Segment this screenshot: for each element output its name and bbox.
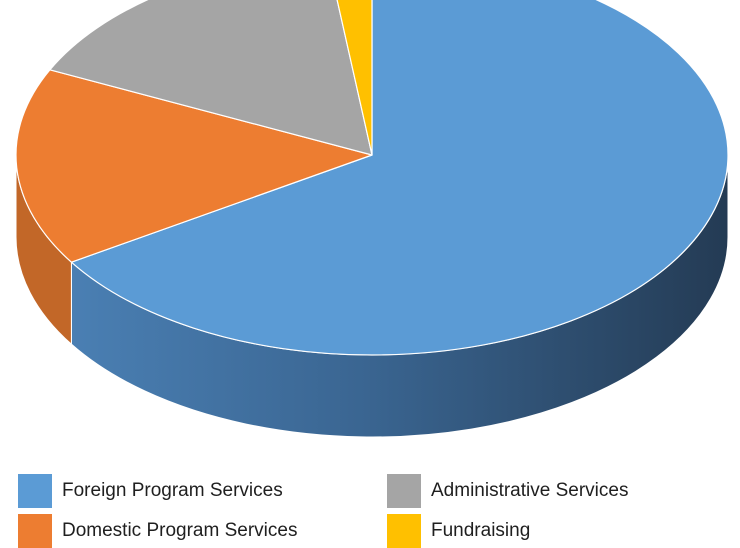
legend-swatch-foreign-program-services	[18, 474, 52, 508]
pie-slice-fundraising[interactable]	[327, 0, 373, 156]
pie-slice-foreign-program-services[interactable]	[70, 0, 729, 356]
legend-swatch-administrative-services	[387, 474, 421, 508]
legend-swatch-fundraising	[387, 514, 421, 548]
legend-item-foreign-program-services[interactable]: Foreign Program Services	[18, 474, 283, 508]
legend-swatch-domestic-program-services	[18, 514, 52, 548]
pie-chart	[15, 0, 729, 438]
legend-label-foreign-program-services: Foreign Program Services	[62, 480, 283, 501]
legend-item-administrative-services[interactable]: Administrative Services	[387, 474, 629, 508]
legend-label-fundraising: Fundraising	[431, 520, 531, 541]
legend-label-domestic-program-services: Domestic Program Services	[62, 520, 298, 541]
legend-item-fundraising[interactable]: Fundraising	[387, 514, 531, 548]
pie-tops	[15, 0, 729, 356]
legend: Foreign Program Services Administrative …	[0, 455, 740, 548]
legend-label-administrative-services: Administrative Services	[431, 480, 629, 501]
legend-item-domestic-program-services[interactable]: Domestic Program Services	[18, 514, 298, 548]
pie-slice-administrative-services[interactable]	[49, 0, 373, 156]
pie-slice-domestic-program-services[interactable]	[15, 69, 373, 263]
